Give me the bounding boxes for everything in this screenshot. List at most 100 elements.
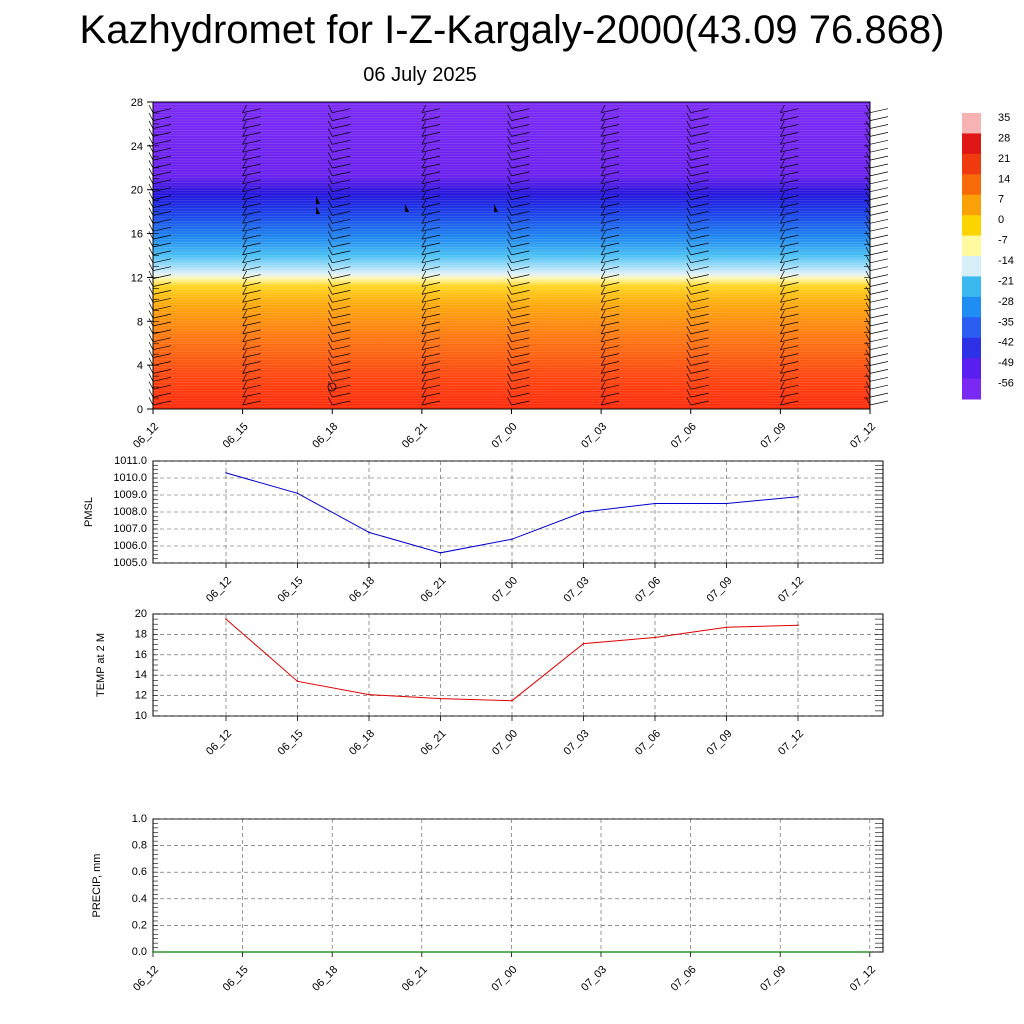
wind-barb-feather <box>690 211 709 216</box>
wind-barb-feather <box>601 211 620 216</box>
wind-barb-staff <box>327 389 333 398</box>
wind-barb-feather <box>601 392 620 398</box>
y-tick-label: 1005.0 <box>113 557 147 569</box>
wind-barb-staff <box>600 302 606 311</box>
wind-barb-staff <box>686 183 692 192</box>
wind-barb-staff <box>686 302 692 311</box>
wind-barb-feather <box>152 400 172 406</box>
wind-barb-feather <box>152 195 172 200</box>
wind-barb-staff <box>421 381 427 390</box>
wind-barb-feather <box>511 147 530 153</box>
x-tick-label: 07_09 <box>758 964 788 994</box>
wind-barb-staff <box>421 215 427 224</box>
data-point <box>511 699 513 702</box>
wind-barb-feather <box>601 321 620 327</box>
wind-barb-staff <box>686 270 692 279</box>
wind-barb-staff <box>242 254 247 263</box>
wind-barb-feather <box>152 353 172 358</box>
wind-barb-feather <box>690 274 709 279</box>
wind-barb-staff <box>327 168 333 177</box>
wind-barb-staff <box>507 247 512 256</box>
wind-barb-staff <box>148 381 154 390</box>
wind-barb-staff <box>600 144 606 153</box>
wind-barb-feather <box>332 258 351 264</box>
wind-barb-feather <box>780 250 799 256</box>
wind-barb-staff <box>686 144 692 153</box>
wind-barb-feather <box>690 171 709 177</box>
wind-barb-feather <box>601 384 620 390</box>
wind-barb-staff <box>865 357 871 366</box>
wind-barb-feather <box>152 376 172 382</box>
wind-barb-feather <box>511 392 530 398</box>
wind-barb-staff <box>148 349 154 358</box>
wind-barb-staff <box>780 270 785 279</box>
wind-barb-feather <box>511 337 530 343</box>
wind-barb-staff <box>686 120 692 129</box>
wind-barb-feather <box>332 124 351 129</box>
data-point <box>439 552 442 554</box>
page-title: Kazhydromet for I-Z-Kargaly-2000(43.09 7… <box>79 8 945 52</box>
wind-barb-feather <box>511 305 530 311</box>
wind-barb-staff <box>421 254 427 263</box>
y-tick-label: 0.0 <box>132 946 147 958</box>
wind-barb-feather <box>780 124 799 129</box>
wind-barb-staff <box>327 357 333 366</box>
wind-barb-feather <box>511 361 530 366</box>
wind-barb-feather <box>780 242 799 248</box>
colorbar-swatch <box>962 276 981 298</box>
wind-barb-feather <box>421 290 440 295</box>
wind-barb-staff <box>148 389 154 398</box>
wind-barb-staff <box>780 199 785 208</box>
wind-barb-feather <box>152 163 172 169</box>
wind-barb-feather <box>780 376 799 382</box>
wind-barb-feather <box>511 187 530 193</box>
wind-barb-staff <box>780 254 785 263</box>
colorbar-label: 7 <box>998 194 1004 206</box>
wind-barb-staff <box>865 215 871 224</box>
wind-barb-staff <box>148 318 154 327</box>
wind-barb-staff <box>686 168 692 177</box>
wind-barb-staff <box>148 365 154 374</box>
wind-barb-staff <box>148 199 154 208</box>
wind-barb-feather <box>421 337 440 343</box>
wind-barb-feather <box>690 226 709 232</box>
wind-barb-feather <box>690 353 709 358</box>
wind-barb-feather <box>332 116 351 121</box>
x-tick-label: 06_15 <box>276 728 306 758</box>
wind-barb-staff <box>507 381 512 390</box>
wind-barb-feather <box>780 361 799 366</box>
wind-barb-staff <box>148 326 154 335</box>
y-axis-title: PRECIP, mm <box>91 854 103 918</box>
wind-barb-feather <box>332 234 351 240</box>
wind-barb-staff <box>327 207 333 216</box>
wind-barb-staff <box>686 365 692 374</box>
wind-barb-feather <box>242 384 261 390</box>
wind-barb-staff <box>327 341 333 350</box>
wind-barb-feather <box>421 329 440 335</box>
wind-barb-feather <box>511 345 530 351</box>
colorbar-label: -21 <box>998 275 1014 287</box>
wind-barb-feather <box>242 321 261 327</box>
wind-barb-feather <box>511 203 530 208</box>
wind-barb-staff <box>327 294 333 303</box>
wind-barb-feather <box>780 195 799 200</box>
wind-barb-staff <box>780 349 785 358</box>
wind-barb-feather <box>869 155 889 161</box>
wind-barb-feather <box>242 211 261 216</box>
wind-barb-staff <box>780 104 785 113</box>
x-tick-label: 07_12 <box>776 728 806 758</box>
wind-barb-feather <box>601 400 620 406</box>
wind-barb-feather <box>780 353 799 358</box>
wind-barb-staff <box>148 373 154 382</box>
wind-barb-staff <box>865 397 871 406</box>
wind-barb-staff <box>686 278 692 287</box>
wind-barb-feather <box>601 155 620 161</box>
wind-barb-feather <box>242 203 261 208</box>
wind-barb-staff <box>242 128 247 137</box>
wind-barb-staff <box>507 397 512 406</box>
wind-barb-feather <box>421 250 440 256</box>
wind-barb-staff <box>686 381 692 390</box>
wind-barb-feather <box>690 376 709 382</box>
y-tick-label: 1011.0 <box>114 455 147 467</box>
